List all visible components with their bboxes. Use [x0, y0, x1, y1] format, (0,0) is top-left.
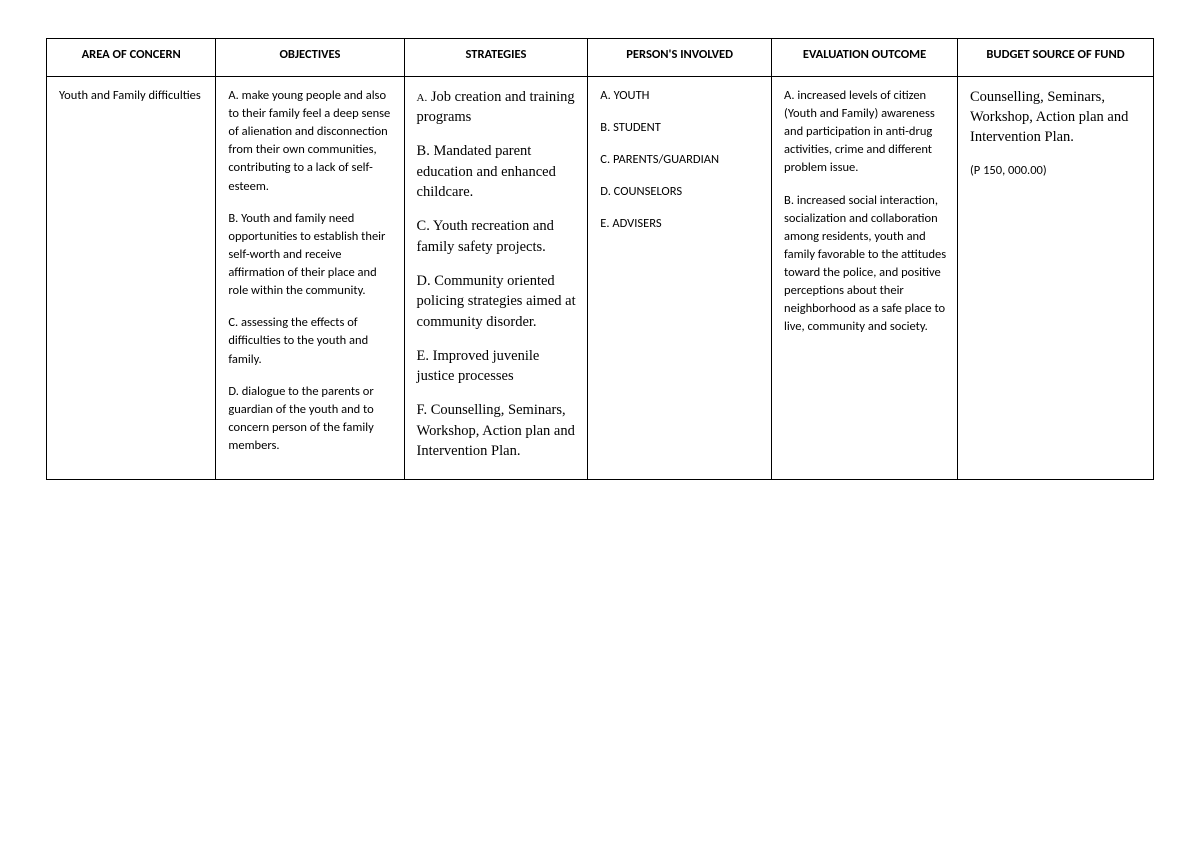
table-header-row: AREA OF CONCERN OBJECTIVES STRATEGIES PE… — [47, 39, 1154, 77]
evaluation-b: B. increased social interaction, sociali… — [784, 192, 947, 337]
table-row: Youth and Family difficulties A. make yo… — [47, 76, 1154, 479]
person-e: E. ADVISERS — [600, 215, 761, 233]
objective-b: B. Youth and family need opportunities t… — [228, 210, 393, 301]
objective-d: D. dialogue to the parents or guardian o… — [228, 383, 393, 456]
objective-c: C. assessing the effects of difficulties… — [228, 314, 393, 368]
table-header: AREA OF CONCERN OBJECTIVES STRATEGIES PE… — [47, 39, 1154, 77]
budget-text: Counselling, Seminars, Workshop, Action … — [970, 87, 1143, 148]
cell-evaluation: A. increased levels of citizen (Youth an… — [772, 76, 958, 479]
area-text: Youth and Family difficulties — [59, 87, 205, 105]
strategy-d: D. Community oriented policing strategie… — [417, 271, 578, 332]
strategy-e: E. Improved juvenile justice processes — [417, 346, 578, 387]
col-header-persons: PERSON'S INVOLVED — [588, 39, 772, 77]
strategy-a: A. Job creation and training programs — [417, 87, 578, 128]
cell-budget: Counselling, Seminars, Workshop, Action … — [958, 76, 1154, 479]
col-header-strat: STRATEGIES — [404, 39, 588, 77]
strategy-f: F. Counselling, Seminars, Workshop, Acti… — [417, 400, 578, 461]
budget-amount: (P 150, 000.00) — [970, 162, 1143, 180]
person-a: A. YOUTH — [600, 87, 761, 105]
person-b: B. STUDENT — [600, 119, 761, 137]
strategy-c: C. Youth recreation and family safety pr… — [417, 216, 578, 257]
col-header-area: AREA OF CONCERN — [47, 39, 216, 77]
strategy-a-body: Job creation and training programs — [417, 89, 575, 125]
cell-strategies: A. Job creation and training programs B.… — [404, 76, 588, 479]
cell-objectives: A. make young people and also to their f… — [216, 76, 404, 479]
objective-a: A. make young people and also to their f… — [228, 87, 393, 196]
strategy-a-prefix: A. — [417, 92, 428, 104]
cell-area: Youth and Family difficulties — [47, 76, 216, 479]
evaluation-a: A. increased levels of citizen (Youth an… — [784, 87, 947, 178]
col-header-eval: EVALUATION OUTCOME — [772, 39, 958, 77]
col-header-obj: OBJECTIVES — [216, 39, 404, 77]
cell-persons: A. YOUTH B. STUDENT C. PARENTS/GUARDIAN … — [588, 76, 772, 479]
strategy-b: B. Mandated parent education and enhance… — [417, 141, 578, 202]
person-d: D. COUNSELORS — [600, 183, 761, 201]
col-header-budget: BUDGET SOURCE OF FUND — [958, 39, 1154, 77]
person-c: C. PARENTS/GUARDIAN — [600, 151, 761, 169]
concern-table: AREA OF CONCERN OBJECTIVES STRATEGIES PE… — [46, 38, 1154, 480]
